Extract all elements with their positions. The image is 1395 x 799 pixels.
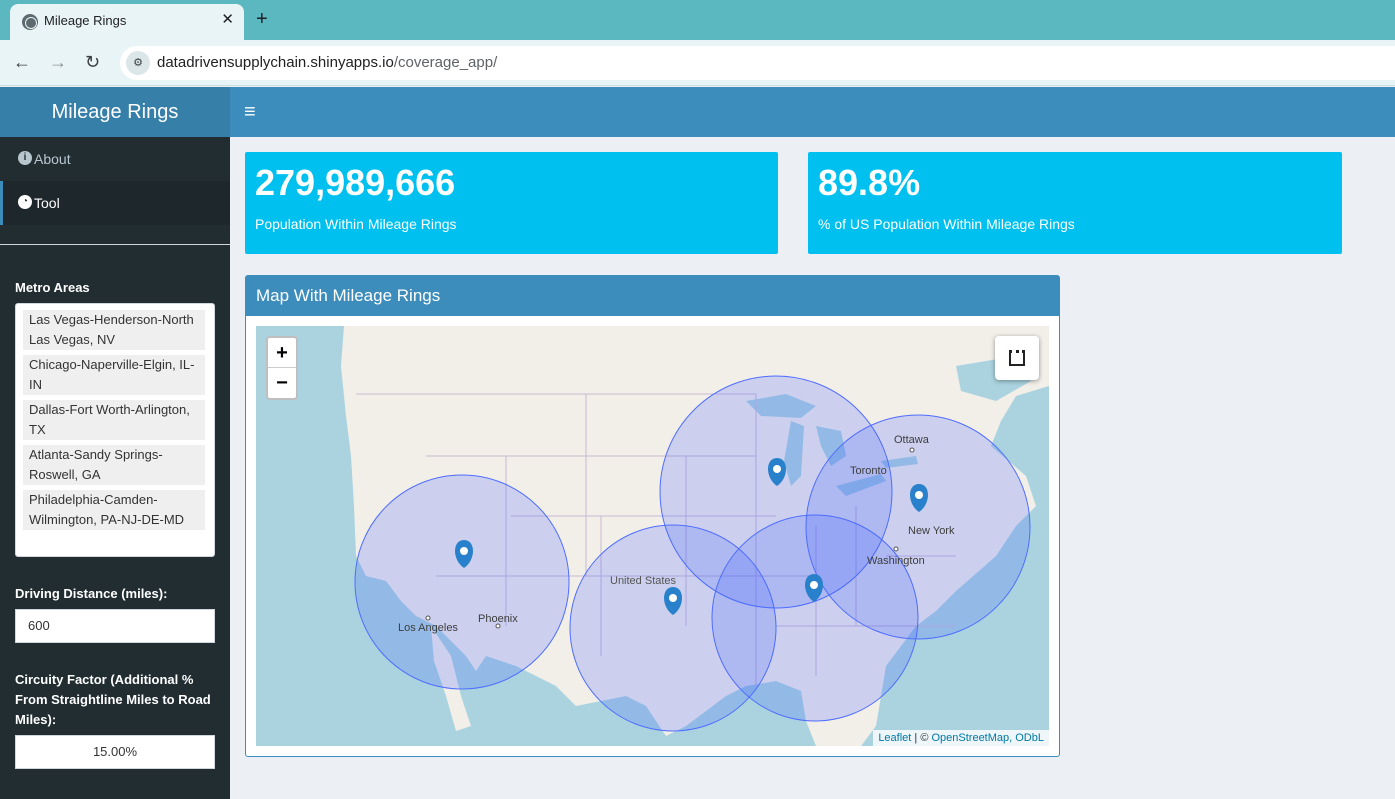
osm-link[interactable]: OpenStreetMap, ODbL xyxy=(931,732,1044,744)
sidebar-divider xyxy=(0,244,230,245)
sidebar-item-label: Tool xyxy=(34,195,60,211)
map-marker xyxy=(805,574,823,622)
lake-superior xyxy=(746,394,816,418)
zoom-in-button[interactable]: + xyxy=(268,338,296,368)
url-field[interactable]: ⚙ datadrivensupplychain.shinyapps.io/cov… xyxy=(120,46,1395,80)
population-value: 279,989,666 xyxy=(255,162,456,203)
population-subtitle: Population Within Mileage Rings xyxy=(255,216,457,232)
attribution-separator: | © xyxy=(911,732,932,744)
map-card-title: Map With Mileage Rings xyxy=(246,276,1059,316)
map-marker xyxy=(768,458,786,506)
metro-area-item[interactable]: Atlanta-Sandy Springs-Roswell, GA xyxy=(23,445,205,485)
zoom-control: + − xyxy=(266,336,298,400)
measure-tool-button[interactable] xyxy=(995,336,1039,380)
leaflet-link[interactable]: Leaflet xyxy=(878,732,912,744)
leaflet-map[interactable]: Ottawa Toronto New York Washington Unite… xyxy=(256,326,1049,746)
lake-ontario xyxy=(881,456,918,468)
map-card: Map With Mileage Rings xyxy=(245,275,1060,757)
ruler-icon xyxy=(1009,350,1025,366)
map-label-los-angeles: Los Angeles xyxy=(398,622,458,634)
metro-areas-label: Metro Areas xyxy=(15,280,90,295)
lake-erie xyxy=(836,474,886,496)
mileage-ring xyxy=(354,474,570,690)
reload-button[interactable]: ↻ xyxy=(85,52,101,72)
map-label-new-york: New York xyxy=(908,525,955,537)
forward-button[interactable]: → xyxy=(49,52,67,72)
info-circle-icon: i xyxy=(18,151,32,165)
map-label-toronto: Toronto xyxy=(850,465,887,477)
driving-distance-input[interactable]: 600 xyxy=(15,609,215,643)
mileage-ring xyxy=(659,375,893,609)
map-label-ottawa: Ottawa xyxy=(894,434,930,446)
mileage-ring xyxy=(711,514,919,722)
dashboard-icon: ◔ xyxy=(18,195,32,209)
map-label-phoenix: Phoenix xyxy=(478,613,518,625)
lake-michigan xyxy=(784,421,804,486)
north-america-land xyxy=(256,326,1049,746)
mileage-ring xyxy=(569,524,777,732)
map-label-united-states: United States xyxy=(610,575,677,587)
baja-land xyxy=(431,626,471,731)
circuity-factor-label: Circuity Factor (Additional % From Strai… xyxy=(15,672,211,727)
sidebar-item-about[interactable]: i About xyxy=(0,137,230,181)
driving-distance-label: Driving Distance (miles): xyxy=(15,586,168,601)
app-title: Mileage Rings xyxy=(0,87,230,137)
address-bar: ← → ↻ ⚙ datadrivensupplychain.shinyapps.… xyxy=(0,40,1395,86)
globe-icon xyxy=(22,14,38,30)
metro-area-item[interactable]: Chicago-Naperville-Elgin, IL-IN xyxy=(23,355,205,395)
sidebar-toggle-icon[interactable]: ≡ xyxy=(244,101,256,123)
browser-tab[interactable]: Mileage Rings ✕ xyxy=(10,4,244,40)
map-marker xyxy=(455,540,473,588)
sidebar-item-tool[interactable]: ◔ Tool xyxy=(0,181,230,225)
top-navbar: ≡ xyxy=(230,87,1395,137)
map-label-washington: Washington xyxy=(867,555,925,567)
percent-value: 89.8% xyxy=(818,162,921,203)
close-tab-icon[interactable]: ✕ xyxy=(221,11,234,28)
url-host: datadrivensupplychain.shinyapps.io xyxy=(157,54,394,71)
metro-areas-select[interactable]: Las Vegas-Henderson-North Las Vegas, NV … xyxy=(15,303,215,557)
sidebar-item-label: About xyxy=(34,151,71,167)
metro-area-item[interactable]: Dallas-Fort Worth-Arlington, TX xyxy=(23,400,205,440)
lake-huron xyxy=(816,426,846,466)
map-markers xyxy=(455,458,928,635)
back-button[interactable]: ← xyxy=(13,52,31,72)
circuity-factor-input[interactable]: 15.00% xyxy=(15,735,215,769)
percent-value-box: 89.8% % of US Population Within Mileage … xyxy=(808,152,1342,254)
metro-area-item[interactable]: Philadelphia-Camden-Wilmington, PA-NJ-DE… xyxy=(23,490,205,530)
new-tab-button[interactable]: + xyxy=(256,8,268,30)
zoom-out-button[interactable]: − xyxy=(276,372,288,394)
metro-area-item[interactable]: Las Vegas-Henderson-North Las Vegas, NV xyxy=(23,310,205,350)
url-path: /coverage_app/ xyxy=(393,54,498,71)
tab-title: Mileage Rings xyxy=(44,13,127,28)
percent-subtitle: % of US Population Within Mileage Rings xyxy=(818,216,1075,232)
map-marker xyxy=(910,484,928,532)
map-canvas: Ottawa Toronto New York Washington Unite… xyxy=(256,326,1049,746)
population-value-box: 279,989,666 Population Within Mileage Ri… xyxy=(245,152,778,254)
browser-tab-bar: Mileage Rings ✕ + xyxy=(0,0,1395,40)
sidebar: i About ◔ Tool Metro Areas Las Vegas-Hen… xyxy=(0,137,230,799)
map-marker xyxy=(664,587,682,635)
site-info-icon[interactable]: ⚙ xyxy=(126,51,150,75)
mileage-ring xyxy=(805,414,1031,640)
map-attribution: Leaflet | © OpenStreetMap, ODbL xyxy=(873,730,1049,746)
